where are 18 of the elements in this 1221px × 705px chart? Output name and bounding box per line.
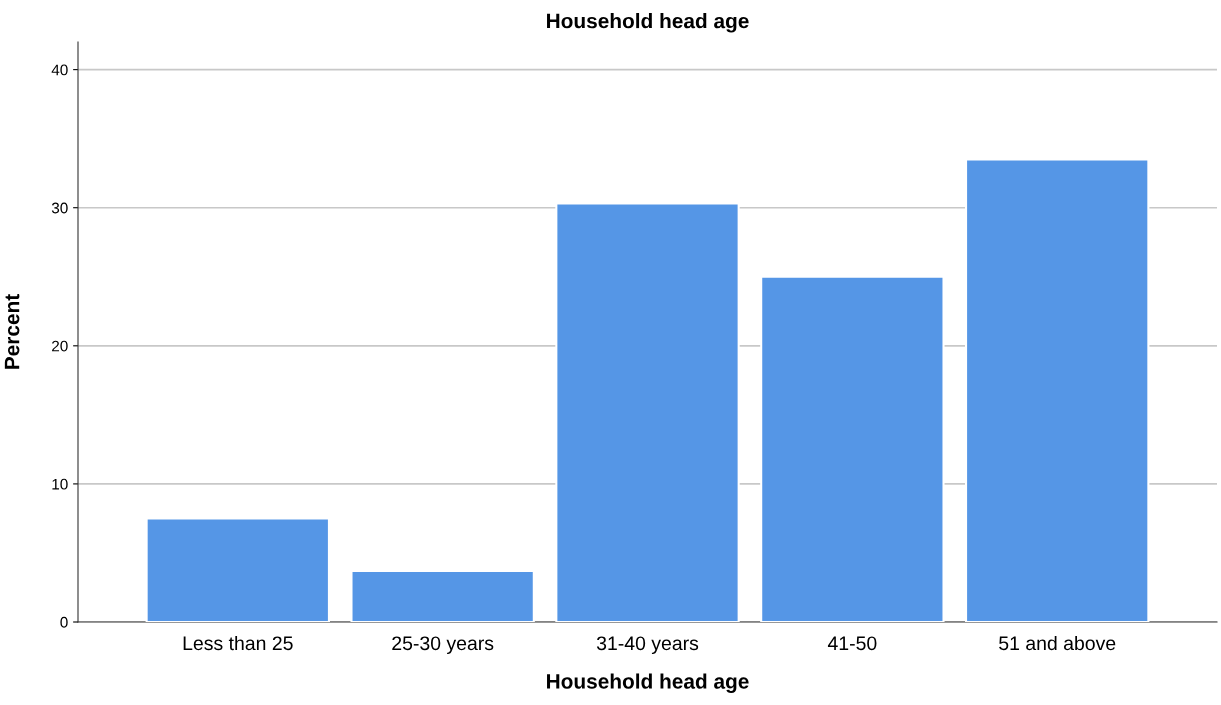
y-tick-label: 10	[52, 478, 68, 490]
y-tick-label: 30	[51, 202, 68, 214]
x-tick-label: 51 and above	[999, 635, 1116, 651]
bar	[760, 275, 945, 622]
bar	[145, 517, 330, 622]
bar	[555, 202, 740, 622]
x-axis-title: Household head age	[547, 673, 749, 693]
bar	[350, 569, 535, 622]
x-tick-label: 41-50	[827, 636, 877, 651]
bar	[965, 158, 1150, 622]
x-tick-label: 31-40 years	[596, 636, 699, 655]
y-tick-label: 40	[51, 64, 68, 76]
y-axis-title: Percent	[4, 294, 20, 369]
y-tick-label: 0	[60, 616, 68, 628]
chart-title: Household head age	[547, 13, 749, 33]
x-tick-label: Less than 25	[183, 635, 293, 651]
y-tick-label: 20	[52, 340, 68, 352]
x-tick-label: 25-30 years	[392, 636, 494, 655]
